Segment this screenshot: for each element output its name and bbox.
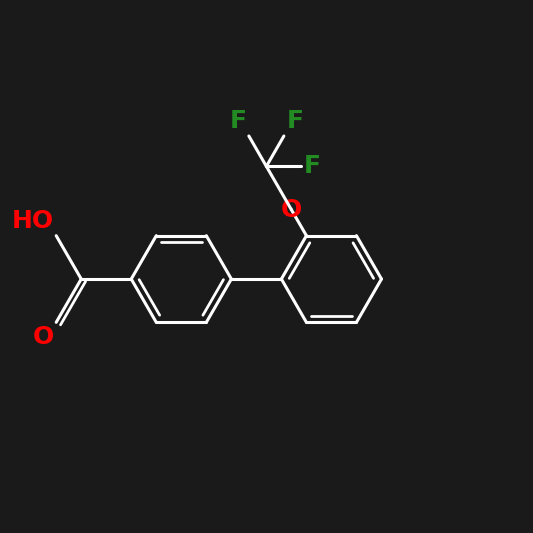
Text: O: O — [33, 325, 54, 349]
Text: F: F — [229, 109, 246, 133]
Text: O: O — [281, 198, 302, 222]
Text: F: F — [286, 109, 303, 133]
Text: HO: HO — [12, 209, 54, 233]
Text: F: F — [304, 155, 321, 179]
